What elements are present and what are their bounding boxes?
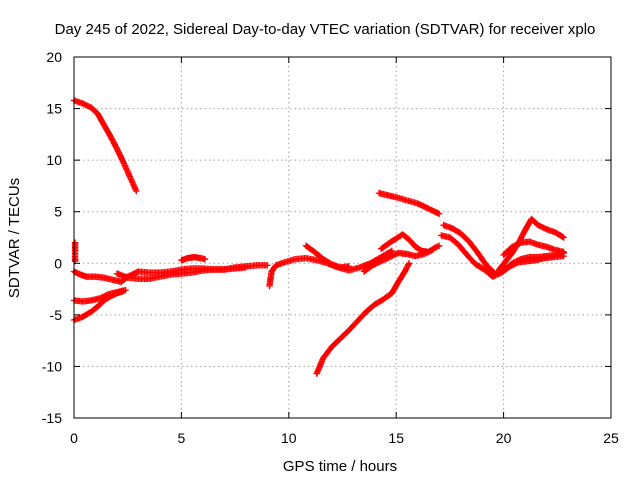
data-point-markers (500, 238, 567, 259)
data-point-markers (313, 260, 413, 377)
series-track-6 (71, 239, 79, 265)
data-point-markers (113, 264, 249, 282)
data-point-markers (71, 239, 79, 265)
series-track-3 (113, 264, 249, 282)
x-tick-label: 15 (388, 430, 404, 446)
data-point-markers (178, 253, 209, 264)
y-tick-label: 5 (54, 204, 62, 220)
plot-frame (73, 56, 612, 419)
data-point-markers (360, 246, 436, 275)
x-tick-label: 20 (496, 430, 512, 446)
y-tick-label: 10 (46, 152, 62, 168)
series-track-11 (360, 246, 436, 275)
chart-title: Day 245 of 2022, Sidereal Day-to-day VTE… (55, 21, 596, 38)
y-tick-label: -10 (42, 358, 62, 374)
y-tick-label: 15 (46, 101, 62, 117)
x-tick-label: 25 (603, 430, 619, 446)
y-tick-label: -5 (50, 307, 63, 323)
series-track-15 (438, 232, 567, 280)
series-track-7 (178, 253, 209, 264)
y-tick-label: 0 (54, 255, 62, 271)
y-tick-label: 20 (46, 49, 62, 65)
x-tick-label: 5 (178, 430, 186, 446)
y-axis-label: SDTVAR / TECUs (6, 178, 23, 298)
series-track-9 (302, 242, 353, 271)
data-point-markers (302, 242, 353, 271)
data-point-markers (438, 232, 567, 280)
y-tick-label: -15 (42, 410, 62, 426)
series-track-17 (500, 238, 567, 259)
data-marks (70, 97, 567, 377)
x-tick-label: 0 (70, 430, 78, 446)
series-track-13 (313, 260, 413, 377)
x-tick-label: 10 (281, 430, 297, 446)
axis-ticks: 0 5 10 15 20 25 -15 -10 -5 0 5 10 15 20 (42, 49, 619, 446)
x-axis-label: GPS time / hours (283, 458, 397, 475)
data-point-markers (375, 189, 443, 217)
series-track-12 (375, 189, 443, 217)
